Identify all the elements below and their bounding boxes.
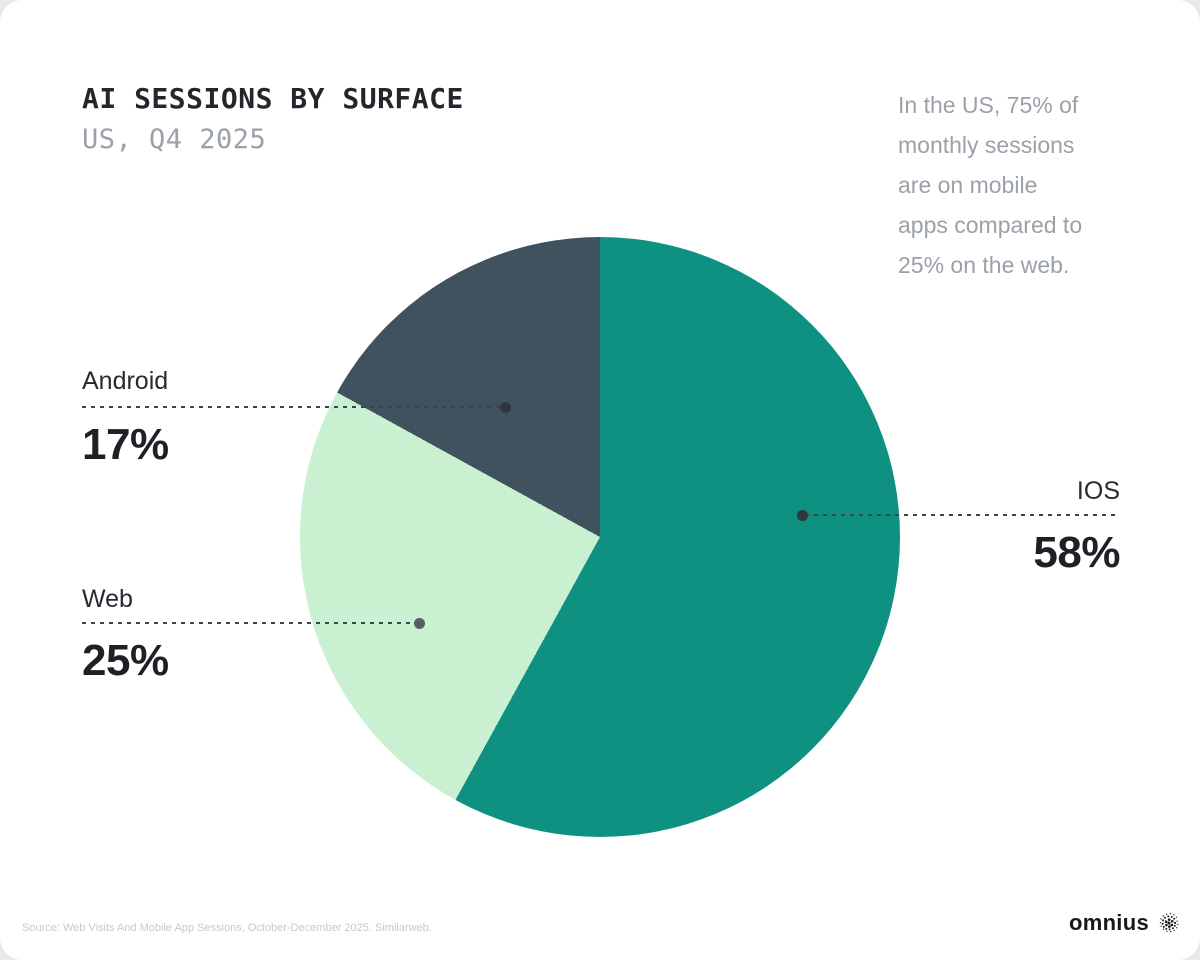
slice-label-web: Web (82, 585, 133, 613)
leader-line-ios (805, 514, 1120, 516)
source-note: Source: Web Visits And Mobile App Sessio… (22, 922, 432, 934)
slice-value-web: 25% (82, 636, 169, 685)
slice-value-android: 17% (82, 420, 169, 469)
pie-chart (300, 237, 900, 837)
annotation-line: In the US, 75% of (898, 92, 1079, 118)
brand-wordmark: omnius (1068, 910, 1149, 935)
leader-dot-ios (797, 510, 808, 521)
annotation-line: 25% on the web. (898, 252, 1070, 278)
slice-value-ios: 58% (1033, 528, 1120, 577)
page-subtitle: US, Q4 2025 (82, 124, 267, 155)
leader-line-android (82, 406, 504, 408)
page-title: AI SESSIONS BY SURFACE (82, 82, 464, 115)
slice-label-ios: IOS (1076, 477, 1120, 505)
header: AI SESSIONS BY SURFACE US, Q4 2025 (82, 82, 464, 155)
annotation-line: monthly sessions (898, 132, 1075, 158)
brand-logo: omnius (1069, 910, 1182, 936)
annotation-line: apps compared to (898, 212, 1083, 238)
slice-label-android: Android (82, 367, 169, 395)
annotation-text: In the US, 75% of monthly sessions are o… (898, 85, 1138, 285)
omnius-dotted-ball-icon (1159, 913, 1179, 933)
annotation-line: are on mobile (898, 172, 1038, 198)
leader-line-web (82, 622, 418, 624)
leader-dot-android (500, 402, 511, 413)
leader-dot-web (414, 618, 425, 629)
